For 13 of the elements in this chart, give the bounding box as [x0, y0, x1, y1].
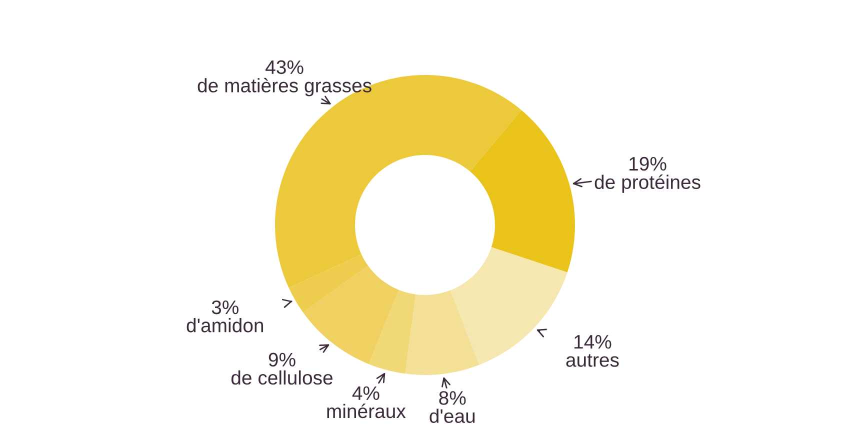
data-label: 19% — [630, 156, 666, 171]
slice-label: d'amidon — [186, 318, 264, 332]
data-label: 8% — [439, 391, 466, 405]
data-label: 43% — [266, 60, 304, 74]
data-label: 3% — [212, 300, 238, 314]
data-label: 9% — [268, 352, 296, 367]
data-label: 4% — [352, 386, 380, 400]
slice-label: d'eau — [430, 408, 475, 423]
slice-label: minéraux — [327, 404, 406, 418]
slice-label: autres — [566, 354, 619, 367]
data-label: 14% — [574, 335, 612, 349]
slice-label: de cellulose — [231, 370, 332, 385]
slice-label: de protéines — [594, 174, 700, 193]
